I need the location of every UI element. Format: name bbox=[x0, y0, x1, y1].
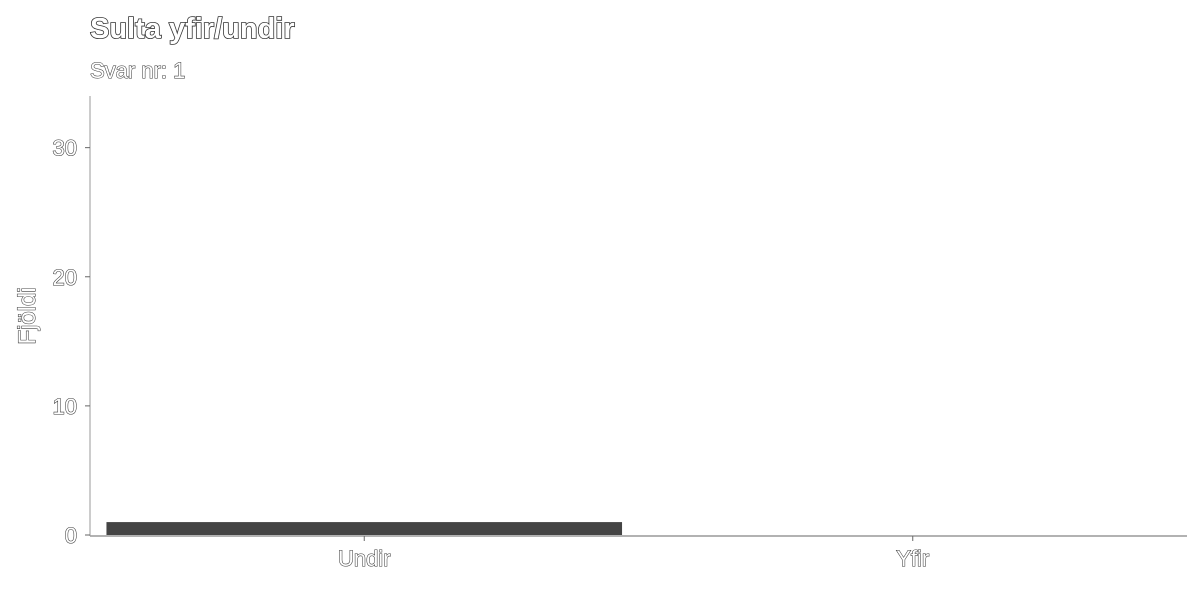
y-tick-label: 30 bbox=[53, 136, 77, 161]
plot-area: 0 10 20 30 Undir Yfir bbox=[52, 96, 1187, 572]
x-tick-label: Yfir bbox=[896, 546, 929, 571]
y-tick-label: 10 bbox=[53, 394, 77, 419]
chart-title: Sulta yfir/undir bbox=[90, 13, 295, 45]
chart-subtitle: Svar nr: 1 bbox=[90, 58, 185, 83]
bar-undir bbox=[106, 522, 623, 535]
y-tick-label: 0 bbox=[65, 523, 77, 548]
y-axis-label: Fjöldi bbox=[14, 287, 41, 344]
x-tick-label: Undir bbox=[338, 546, 391, 571]
y-tick-label: 20 bbox=[53, 265, 77, 290]
